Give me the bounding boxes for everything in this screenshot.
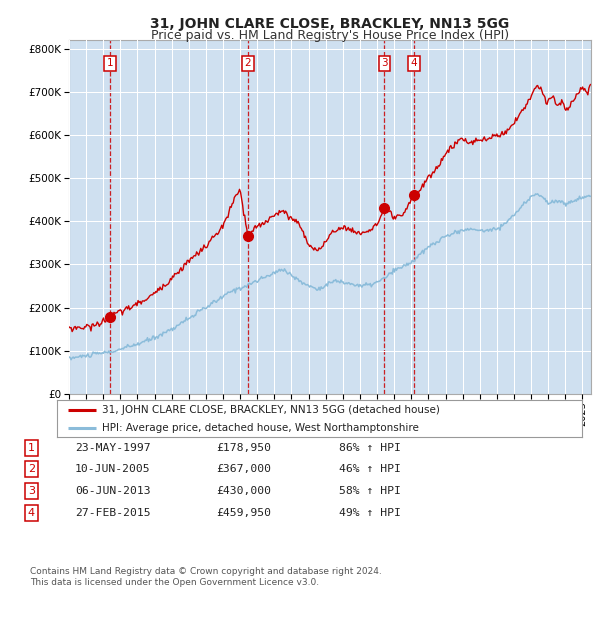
Text: 4: 4 — [411, 58, 418, 68]
Text: 4: 4 — [28, 508, 35, 518]
Bar — [110, 40, 248, 394]
Text: Contains HM Land Registry data © Crown copyright and database right 2024.
This d: Contains HM Land Registry data © Crown c… — [30, 567, 382, 587]
Text: 3: 3 — [28, 486, 35, 496]
Bar — [248, 40, 385, 394]
Text: 3: 3 — [381, 58, 388, 68]
Text: 31, JOHN CLARE CLOSE, BRACKLEY, NN13 5GG: 31, JOHN CLARE CLOSE, BRACKLEY, NN13 5GG — [151, 17, 509, 32]
Text: 1: 1 — [28, 443, 35, 453]
Text: £459,950: £459,950 — [216, 508, 271, 518]
Text: £430,000: £430,000 — [216, 486, 271, 496]
Text: £178,950: £178,950 — [216, 443, 271, 453]
Text: 49% ↑ HPI: 49% ↑ HPI — [339, 508, 401, 518]
Text: 06-JUN-2013: 06-JUN-2013 — [75, 486, 151, 496]
Bar — [385, 40, 414, 394]
Text: £367,000: £367,000 — [216, 464, 271, 474]
Text: 2: 2 — [244, 58, 251, 68]
Text: 46% ↑ HPI: 46% ↑ HPI — [339, 464, 401, 474]
Text: HPI: Average price, detached house, West Northamptonshire: HPI: Average price, detached house, West… — [101, 423, 419, 433]
Text: 27-FEB-2015: 27-FEB-2015 — [75, 508, 151, 518]
Text: Price paid vs. HM Land Registry's House Price Index (HPI): Price paid vs. HM Land Registry's House … — [151, 29, 509, 42]
Text: 58% ↑ HPI: 58% ↑ HPI — [339, 486, 401, 496]
Bar — [69, 40, 110, 394]
Bar — [414, 40, 591, 394]
Text: 1: 1 — [106, 58, 113, 68]
Text: 10-JUN-2005: 10-JUN-2005 — [75, 464, 151, 474]
Text: 31, JOHN CLARE CLOSE, BRACKLEY, NN13 5GG (detached house): 31, JOHN CLARE CLOSE, BRACKLEY, NN13 5GG… — [101, 405, 439, 415]
Text: 2: 2 — [28, 464, 35, 474]
Text: 23-MAY-1997: 23-MAY-1997 — [75, 443, 151, 453]
Text: 86% ↑ HPI: 86% ↑ HPI — [339, 443, 401, 453]
